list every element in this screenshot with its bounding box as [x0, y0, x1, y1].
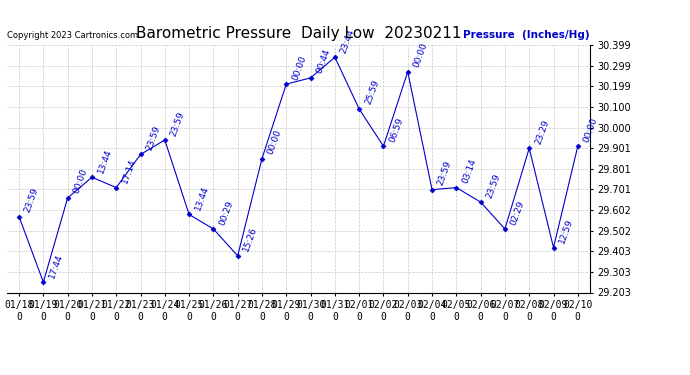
- Text: 06:59: 06:59: [388, 116, 405, 143]
- Text: 02:29: 02:29: [509, 199, 526, 226]
- Text: 23:29: 23:29: [533, 118, 551, 146]
- Text: 23:59: 23:59: [485, 172, 502, 199]
- Text: Copyright 2023 Cartronics.com: Copyright 2023 Cartronics.com: [7, 31, 138, 40]
- Text: Pressure  (Inches/Hg): Pressure (Inches/Hg): [463, 30, 590, 40]
- Text: 00:00: 00:00: [582, 116, 600, 143]
- Text: 23:44: 23:44: [339, 27, 356, 54]
- Text: 00:00: 00:00: [290, 54, 308, 81]
- Text: 12:59: 12:59: [558, 217, 575, 245]
- Text: 13:44: 13:44: [96, 147, 113, 174]
- Text: 23:59: 23:59: [145, 124, 162, 152]
- Text: 00:44: 00:44: [315, 48, 332, 75]
- Text: 17:44: 17:44: [48, 252, 65, 279]
- Text: 00:00: 00:00: [412, 42, 429, 69]
- Text: 00:29: 00:29: [217, 199, 235, 226]
- Text: 25:59: 25:59: [364, 79, 381, 106]
- Text: 17:14: 17:14: [120, 158, 137, 185]
- Text: 15:26: 15:26: [242, 226, 259, 253]
- Text: 03:14: 03:14: [460, 158, 477, 185]
- Text: 23:59: 23:59: [436, 160, 453, 187]
- Text: 13:44: 13:44: [193, 184, 210, 212]
- Text: 23:59: 23:59: [23, 186, 41, 214]
- Text: 00:00: 00:00: [266, 129, 284, 156]
- Text: 23:59: 23:59: [169, 110, 186, 137]
- Title: Barometric Pressure  Daily Low  20230211: Barometric Pressure Daily Low 20230211: [136, 26, 461, 41]
- Text: 00:00: 00:00: [72, 168, 89, 195]
